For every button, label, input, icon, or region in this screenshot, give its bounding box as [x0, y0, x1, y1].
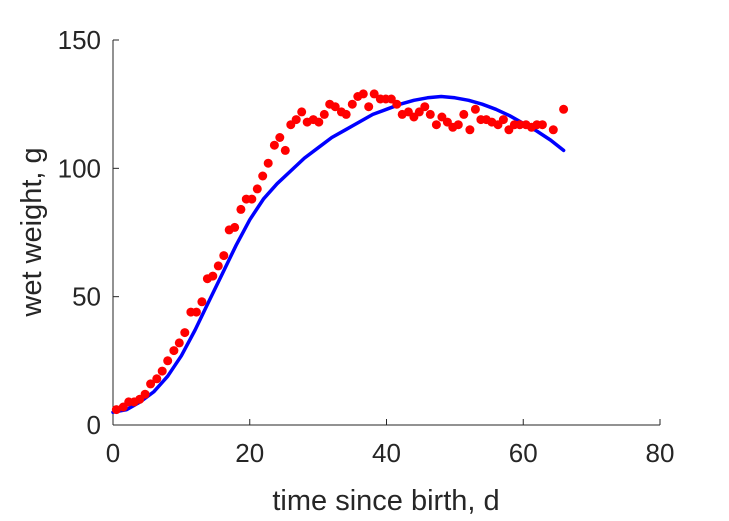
data-point [330, 102, 340, 112]
data-point [213, 261, 223, 271]
data-point [197, 297, 207, 307]
data-point [392, 99, 402, 109]
data-point [180, 328, 190, 338]
data-point [263, 158, 273, 168]
data-point [163, 356, 173, 366]
series-layer [111, 89, 569, 415]
data-point [208, 271, 218, 281]
data-point [319, 109, 329, 119]
data-point [291, 115, 301, 125]
y-tick-label: 50 [72, 282, 101, 312]
y-tick-label: 100 [58, 153, 101, 183]
data-point [236, 204, 246, 214]
y-axis-ticks: 0 50 100 150 [58, 25, 119, 440]
x-tick-label: 20 [235, 438, 264, 468]
data-point [364, 102, 374, 112]
data-point [219, 251, 229, 261]
data-point [498, 115, 508, 125]
data-point [470, 104, 480, 114]
data-point [174, 338, 184, 348]
data-point [269, 140, 279, 150]
data-point [157, 366, 167, 376]
y-tick-label: 0 [87, 410, 101, 440]
data-point [548, 125, 558, 135]
x-tick-label: 80 [646, 438, 675, 468]
y-axis-label: wet weight, g [16, 147, 48, 317]
data-point [111, 405, 121, 415]
data-point [297, 107, 307, 117]
data-point [425, 109, 435, 119]
data-point [314, 117, 324, 127]
data-point [275, 133, 285, 142]
data-point [252, 184, 262, 194]
data-point [459, 109, 469, 119]
data-point [258, 171, 268, 181]
data-point [247, 194, 257, 204]
x-tick-label: 0 [106, 438, 120, 468]
data-point [537, 120, 547, 130]
data-point [169, 346, 179, 356]
data-point [280, 145, 290, 155]
x-tick-label: 60 [509, 438, 538, 468]
fit-curve-line [111, 94, 566, 414]
data-point [369, 89, 379, 99]
data-point [140, 389, 150, 399]
data-point [559, 104, 569, 114]
data-point [420, 102, 430, 112]
data-point [230, 222, 240, 232]
plot-area: 0 20 40 60 80 0 50 100 150 [58, 25, 675, 468]
data-point [152, 374, 162, 384]
data-point [146, 379, 156, 389]
data-point [347, 99, 357, 109]
x-axis-label: time since birth, d [272, 485, 499, 517]
data-point [465, 125, 475, 135]
data-point [358, 89, 368, 99]
data-point [515, 120, 525, 130]
y-tick-label: 150 [58, 25, 101, 55]
x-axis-ticks: 0 20 40 60 80 [106, 419, 675, 468]
data-point [431, 120, 441, 130]
data-point [453, 120, 463, 130]
x-tick-label: 40 [372, 438, 401, 468]
data-point [191, 307, 201, 317]
data-point [341, 109, 351, 119]
